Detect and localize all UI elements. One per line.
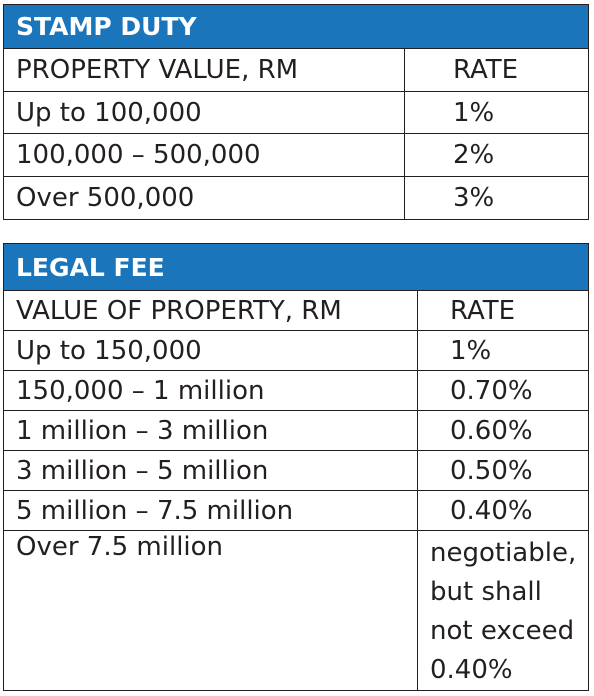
legal-fee-col-value: VALUE OF PROPERTY, RM <box>3 290 418 331</box>
rate-note-line: not exceed <box>430 616 575 646</box>
legal-fee-value: 1 million – 3 million <box>3 410 418 451</box>
stamp-duty-rate: 3% <box>404 176 589 220</box>
rate-note-line: 0.40% <box>430 655 513 685</box>
table-row: Over 7.5 million negotiable, but shall n… <box>3 530 589 691</box>
table-row: 100,000 – 500,000 2% <box>3 133 589 178</box>
legal-fee-table: LEGAL FEE VALUE OF PROPERTY, RM RATE Up … <box>3 243 589 691</box>
legal-fee-rate: 1% <box>417 330 589 371</box>
legal-fee-rate: 0.40% <box>417 490 589 531</box>
legal-fee-value: 150,000 – 1 million <box>3 370 418 411</box>
legal-fee-value: 3 million – 5 million <box>3 450 418 491</box>
stamp-duty-table: STAMP DUTY PROPERTY VALUE, RM RATE Up to… <box>3 4 589 220</box>
legal-fee-value: Over 7.5 million <box>3 530 418 691</box>
legal-fee-rate-note: negotiable, but shall not exceed 0.40% <box>417 530 589 691</box>
legal-fee-value: 5 million – 7.5 million <box>3 490 418 531</box>
stamp-duty-value: 100,000 – 500,000 <box>3 133 405 178</box>
stamp-duty-value: Over 500,000 <box>3 176 405 220</box>
legal-fee-title: LEGAL FEE <box>3 243 589 291</box>
table-row: 150,000 – 1 million 0.70% <box>3 370 589 411</box>
legal-fee-rate: 0.70% <box>417 370 589 411</box>
table-row: Up to 150,000 1% <box>3 330 589 371</box>
legal-fee-header-row: VALUE OF PROPERTY, RM RATE <box>3 290 589 331</box>
stamp-duty-header-row: PROPERTY VALUE, RM RATE <box>3 47 589 92</box>
table-row: Up to 100,000 1% <box>3 90 589 135</box>
stamp-duty-rate: 1% <box>404 90 589 135</box>
table-row: 1 million – 3 million 0.60% <box>3 410 589 451</box>
rate-note-line: negotiable, <box>430 538 577 568</box>
table-row: Over 500,000 3% <box>3 176 589 220</box>
stamp-duty-col-rate: RATE <box>404 47 589 92</box>
stamp-duty-rate: 2% <box>404 133 589 178</box>
rate-note-line: but shall <box>430 577 542 607</box>
legal-fee-rate: 0.60% <box>417 410 589 451</box>
legal-fee-col-rate: RATE <box>417 290 589 331</box>
stamp-duty-value: Up to 100,000 <box>3 90 405 135</box>
table-row: 3 million – 5 million 0.50% <box>3 450 589 491</box>
stamp-duty-title: STAMP DUTY <box>3 4 589 49</box>
table-row: 5 million – 7.5 million 0.40% <box>3 490 589 531</box>
stamp-duty-col-value: PROPERTY VALUE, RM <box>3 47 405 92</box>
legal-fee-value: Up to 150,000 <box>3 330 418 371</box>
legal-fee-rate: 0.50% <box>417 450 589 491</box>
